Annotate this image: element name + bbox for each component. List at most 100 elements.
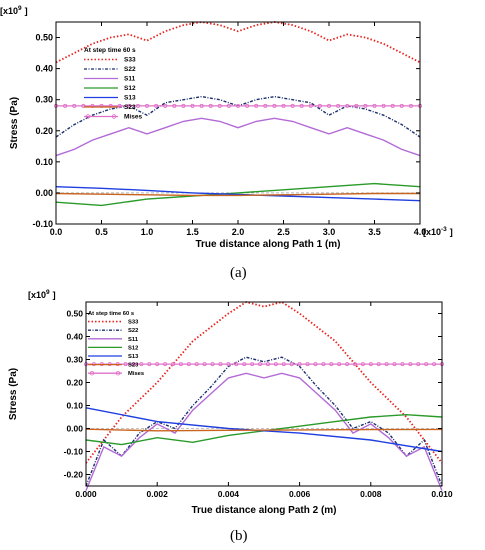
mises-marker	[131, 362, 136, 367]
x-tick-label: 0.010	[431, 489, 453, 499]
y-tick-label: -0.20	[64, 470, 84, 480]
mises-marker	[416, 362, 421, 367]
panel-label-a: (a)	[230, 265, 247, 281]
mises-marker	[372, 103, 377, 108]
x-axis-label: True distance along Path 1 (m)	[195, 239, 340, 250]
mises-marker	[258, 362, 263, 367]
mises-marker	[72, 103, 77, 108]
mises-marker	[305, 362, 310, 367]
legend-label-s22: S22	[128, 328, 138, 334]
mises-marker	[290, 103, 295, 108]
x-tick-label: 0.006	[289, 489, 311, 499]
legend-label-mises: Mises	[124, 114, 142, 121]
mises-marker	[163, 362, 168, 367]
legend: At step time 60 s S33 S22 S11 S12 S13 S23 Mises	[84, 47, 142, 121]
x-tick-label: 0.000	[75, 489, 97, 499]
mises-marker	[254, 103, 259, 108]
mises-marker	[424, 362, 429, 367]
y-multiplier-exp: 9	[46, 289, 50, 296]
mises-marker	[321, 362, 326, 367]
legend-label-s11: S11	[124, 76, 136, 83]
series-s11	[85, 372, 443, 491]
series-s23	[55, 192, 420, 197]
mises-marker	[354, 103, 359, 108]
legend-marker	[111, 114, 117, 119]
mises-marker	[226, 362, 231, 367]
legend-label-s13: S13	[128, 354, 139, 360]
mises-marker	[384, 362, 389, 367]
mises-marker	[190, 103, 195, 108]
mises-marker	[117, 103, 122, 108]
chart-a: 0.0 0.5 1.0 1.5 2.0 2.5 3.0 3.5 4.0 -0.10 0.00 0.10…	[0, 5, 453, 250]
y-tick-label: 0.00	[35, 188, 53, 198]
y-tick-label: 0.10	[66, 401, 83, 411]
mises-marker	[281, 103, 286, 108]
mises-marker	[392, 362, 397, 367]
legend-marker	[115, 371, 121, 376]
series-s13	[55, 186, 421, 202]
y-tick-label: 0.20	[66, 378, 83, 388]
mises-marker	[289, 362, 294, 367]
series-s33	[85, 301, 443, 464]
mises-marker	[399, 103, 404, 108]
y-tick-label: 0.10	[35, 157, 53, 167]
chart-b: 0.000 0.002 0.004 0.006 0.008 0.010 -0.20 -0.10…	[8, 289, 453, 516]
y-tick-label: 0.30	[35, 95, 53, 105]
legend-label-mises: Mises	[128, 371, 144, 377]
mises-marker	[263, 103, 268, 108]
mises-marker	[390, 103, 395, 108]
mises-marker	[368, 362, 373, 367]
mises-marker	[135, 103, 140, 108]
y-multiplier-label: [x109]	[0, 5, 28, 16]
mises-marker	[217, 103, 222, 108]
x-tick-label: 3.0	[323, 227, 336, 237]
mises-marker	[352, 362, 357, 367]
mises-marker	[408, 103, 413, 108]
legend-label-s12: S12	[124, 85, 136, 92]
mises-marker	[376, 362, 381, 367]
mises-marker	[381, 103, 386, 108]
mises-marker	[218, 362, 223, 367]
mises-marker	[186, 362, 191, 367]
mises-marker	[281, 362, 286, 367]
mises-marker	[245, 103, 250, 108]
y-tick-label: 0.20	[35, 126, 53, 136]
mises-marker	[360, 362, 365, 367]
mises-marker	[81, 103, 86, 108]
x-multiplier-label: [x10-3]	[423, 226, 453, 237]
x-tick-label: 4.0	[414, 227, 427, 237]
mises-marker	[144, 103, 149, 108]
mises-marker	[226, 103, 231, 108]
legend-label-s12: S12	[128, 345, 138, 351]
x-tick-label: 0.008	[360, 489, 382, 499]
mises-marker	[299, 103, 304, 108]
legend-marker	[85, 114, 91, 119]
y-tick-label: 0.50	[66, 309, 83, 319]
mises-marker	[208, 103, 213, 108]
mises-marker	[235, 103, 240, 108]
x-tick-label: 0.0	[50, 227, 63, 237]
mises-marker	[265, 362, 270, 367]
legend-label-s33: S33	[124, 57, 136, 64]
mises-marker	[202, 362, 207, 367]
y-tick-label: -0.10	[64, 447, 84, 457]
mises-marker	[250, 362, 255, 367]
legend-label-s22: S22	[124, 66, 136, 73]
mises-marker	[272, 103, 277, 108]
y-tick-label: 0.50	[35, 33, 53, 43]
x-tick-label: 1.0	[141, 227, 154, 237]
legend: At step time 60 s S33 S22 S11 S12 S13 S23 Mises	[88, 311, 144, 377]
x-tick-label: 0.002	[147, 489, 169, 499]
mises-marker	[329, 362, 334, 367]
mises-marker	[242, 362, 247, 367]
mises-marker	[181, 103, 186, 108]
x-tick-label: 2.5	[277, 227, 290, 237]
x-multiplier-exp: -3	[441, 226, 447, 233]
x-tick-label: 0.5	[95, 227, 108, 237]
y-multiplier-close: ]	[53, 290, 56, 300]
mises-marker	[363, 103, 368, 108]
series-s11	[55, 117, 421, 157]
x-tick-label: 3.5	[368, 227, 381, 237]
x-tick-label: 2.0	[232, 227, 245, 237]
